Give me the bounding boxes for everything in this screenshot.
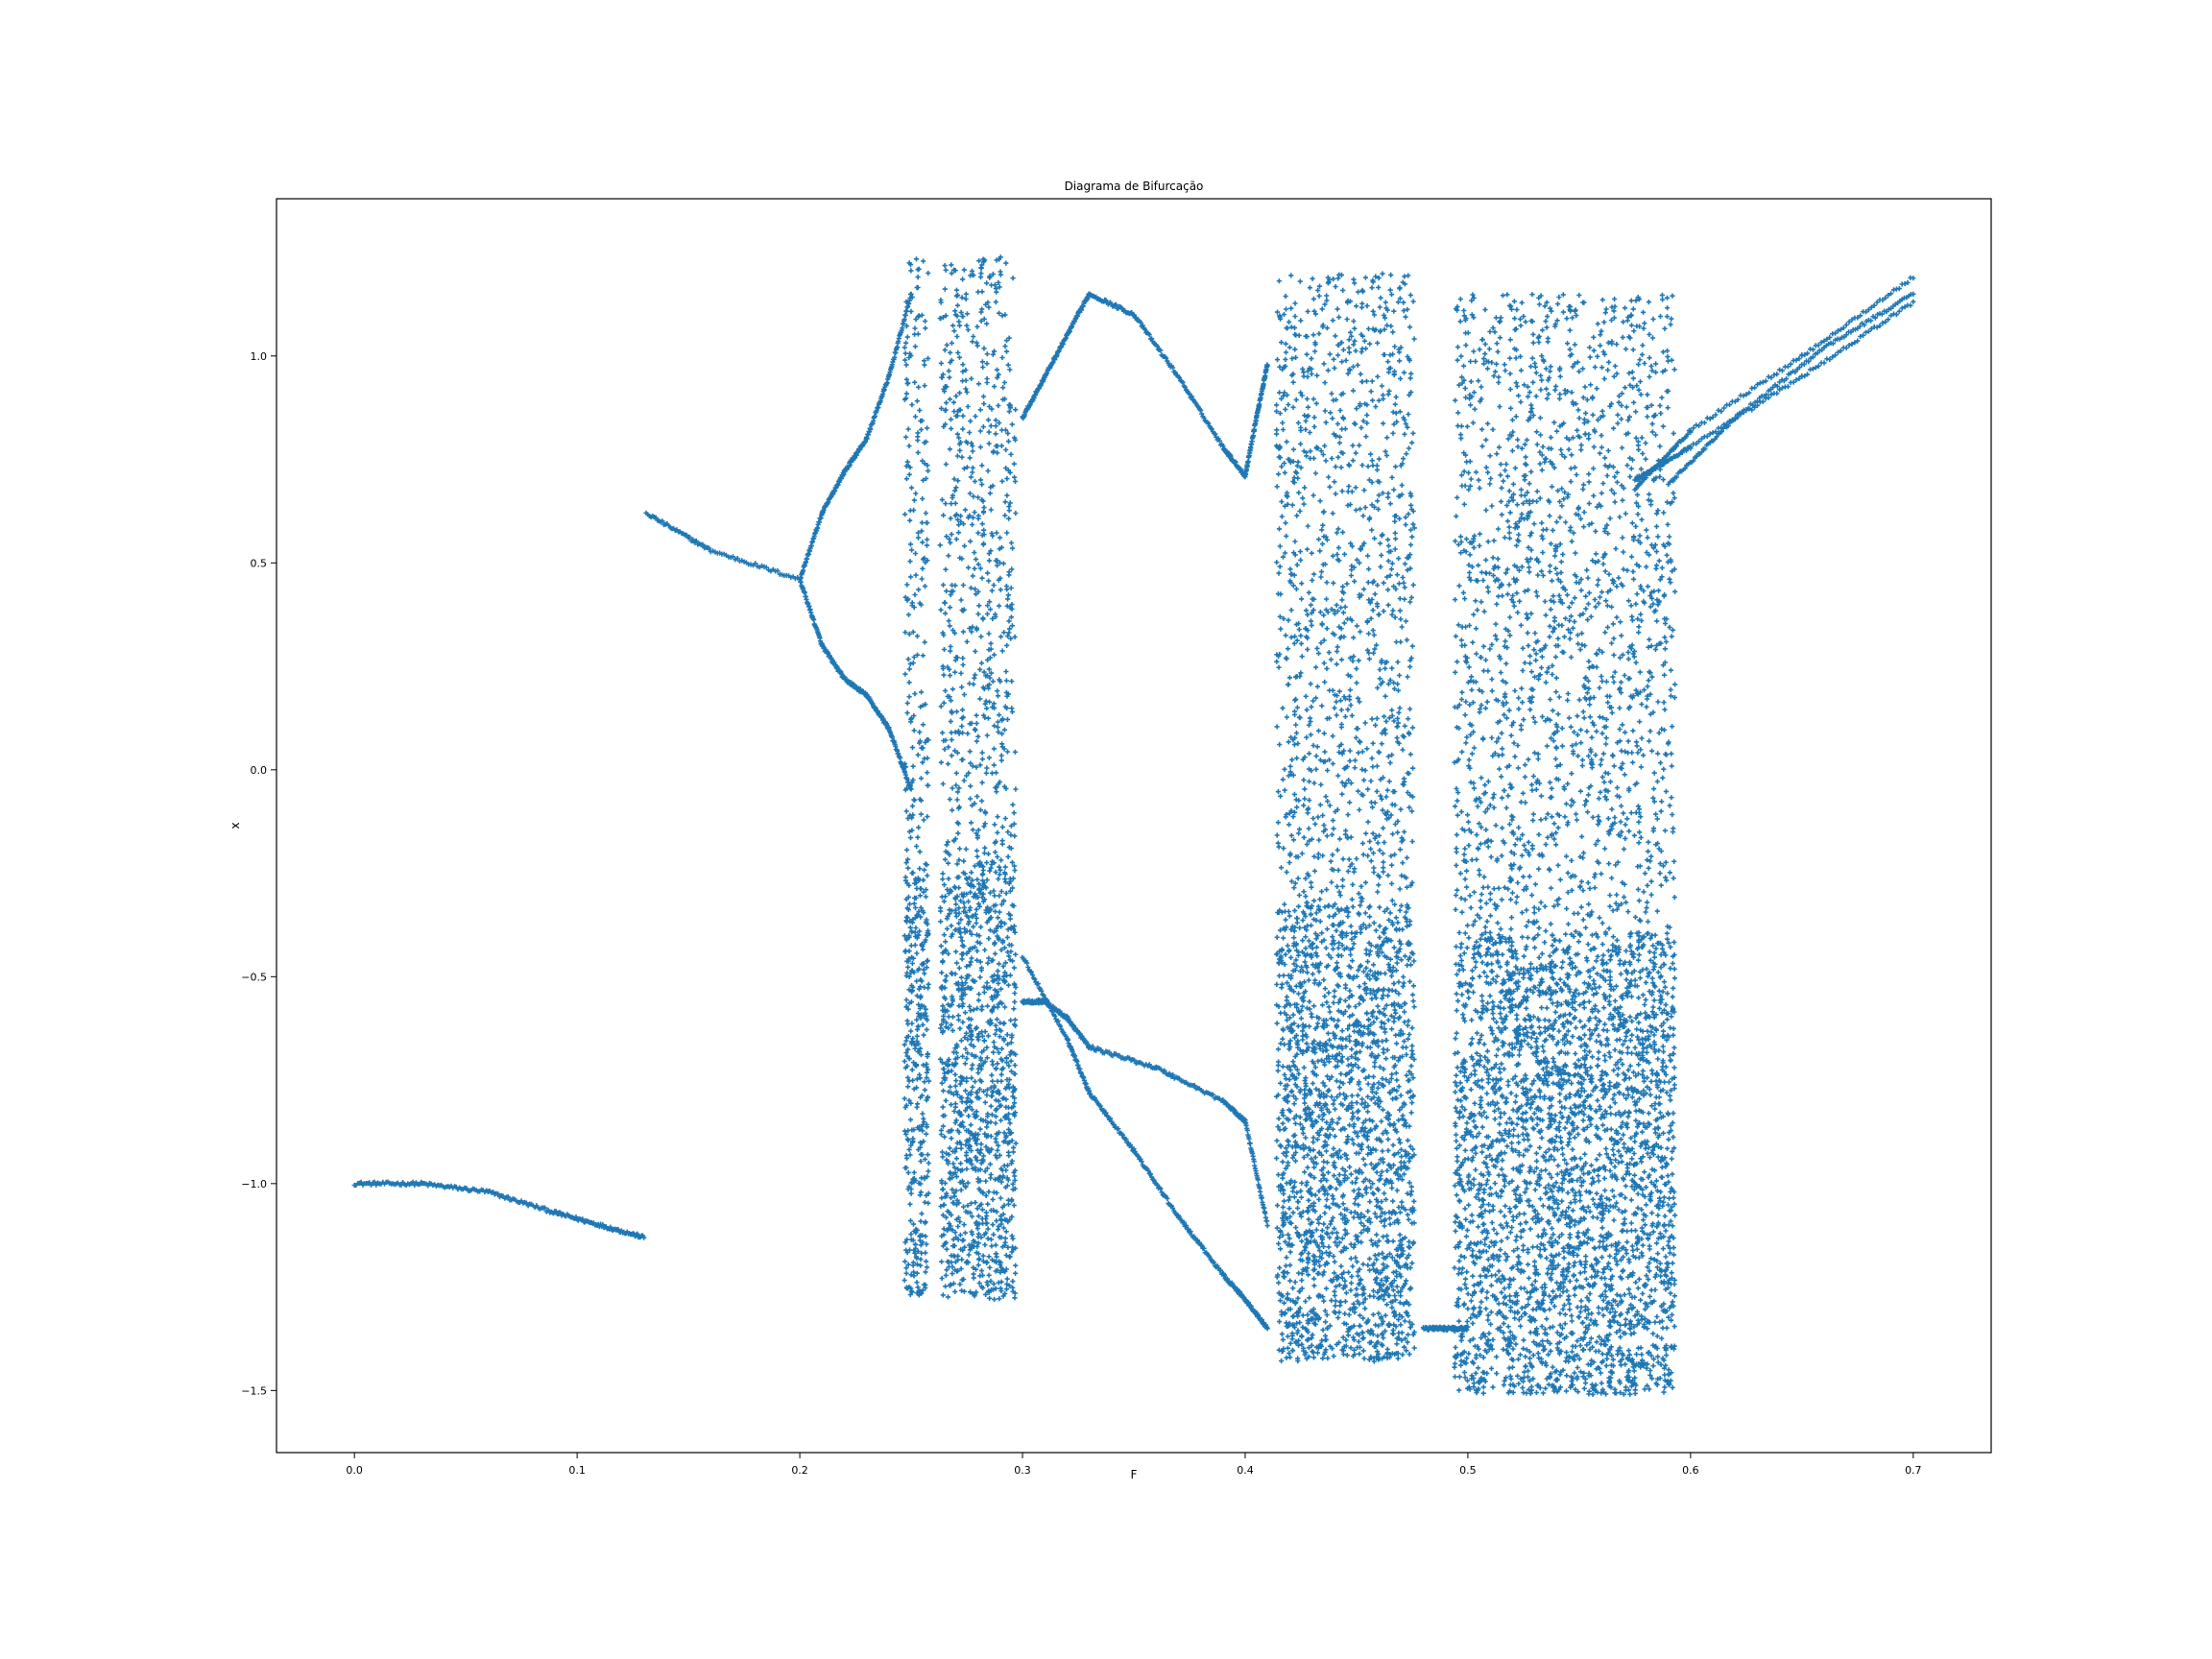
x-tick-label: 0.3 — [1014, 1464, 1031, 1477]
scatter-points — [351, 254, 1916, 1397]
y-tick-label: −1.5 — [241, 1384, 267, 1397]
axes-frame — [276, 198, 1992, 1454]
x-tick-label: 0.5 — [1459, 1464, 1477, 1477]
x-axis-ticks: 0.0 0.1 0.2 0.3 0.4 0.5 0.6 0.7 — [346, 1453, 1922, 1477]
scatter-markers — [351, 254, 1916, 1397]
x-tick-label: 0.7 — [1905, 1464, 1922, 1477]
y-tick-label: −1.0 — [241, 1178, 267, 1190]
y-tick-label: −0.5 — [241, 971, 267, 983]
y-tick-label: 1.0 — [251, 350, 268, 363]
x-axis-label: F — [1131, 1468, 1138, 1481]
x-tick-label: 0.0 — [346, 1464, 363, 1477]
chart-title: Diagrama de Bifurcação — [1065, 180, 1204, 193]
x-tick-label: 0.2 — [791, 1464, 808, 1477]
y-axis-label: x — [228, 822, 242, 829]
x-tick-label: 0.1 — [568, 1464, 586, 1477]
x-tick-label: 0.6 — [1682, 1464, 1699, 1477]
x-tick-label: 0.4 — [1237, 1464, 1254, 1477]
y-axis-ticks: 1.0 0.5 0.0 −0.5 −1.0 −1.5 — [241, 350, 276, 1397]
y-tick-label: 0.5 — [251, 557, 268, 569]
y-tick-label: 0.0 — [251, 764, 268, 777]
